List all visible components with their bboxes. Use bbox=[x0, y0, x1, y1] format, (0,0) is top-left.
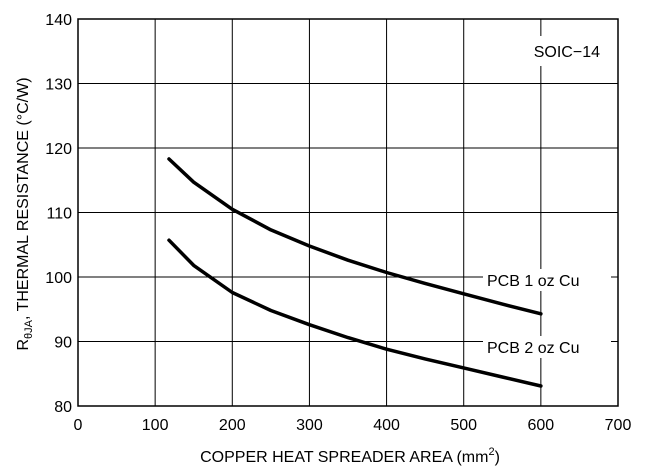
y-tick-labels: 80 90 100 110 120 130 140 bbox=[45, 12, 72, 416]
x-tick-label: 400 bbox=[373, 417, 400, 434]
y-tick-label: 120 bbox=[45, 141, 72, 158]
annotation-background bbox=[495, 36, 611, 66]
y-tick-label: 100 bbox=[45, 270, 72, 287]
x-tick-label: 100 bbox=[142, 417, 169, 434]
x-tick-label: 700 bbox=[605, 417, 632, 434]
x-tick-label: 0 bbox=[74, 417, 83, 434]
x-axis-label: COPPER HEAT SPREADER AREA (mm2) bbox=[200, 446, 500, 466]
series-label-background bbox=[483, 336, 611, 358]
series-labels: PCB 1 oz Cu PCB 2 oz Cu bbox=[483, 269, 611, 358]
series-line-1 bbox=[167, 157, 543, 316]
y-tick-label: 90 bbox=[54, 335, 72, 352]
x-tick-label: 300 bbox=[296, 417, 323, 434]
annotation-soic14: SOIC−14 bbox=[534, 44, 600, 61]
y-axis-label: RθJA, THERMAL RESISTANCE (°C/W) bbox=[15, 77, 35, 350]
x-tick-label: 500 bbox=[450, 417, 477, 434]
x-tick-labels: 0 100 200 300 400 500 600 700 bbox=[74, 417, 632, 434]
y-tick-label: 130 bbox=[45, 77, 72, 94]
y-tick-label: 110 bbox=[46, 206, 72, 223]
series-label-2: PCB 2 oz Cu bbox=[487, 340, 579, 357]
x-tick-label: 200 bbox=[219, 417, 246, 434]
y-tick-label: 140 bbox=[45, 12, 72, 29]
series-line-2 bbox=[167, 238, 543, 388]
x-tick-label: 600 bbox=[528, 417, 555, 434]
grid bbox=[77, 18, 619, 407]
series-label-background bbox=[483, 269, 611, 291]
y-tick-label: 80 bbox=[54, 399, 72, 416]
series-label-1: PCB 1 oz Cu bbox=[487, 273, 579, 290]
plot-frame bbox=[77, 18, 619, 407]
series-lines bbox=[167, 157, 543, 388]
